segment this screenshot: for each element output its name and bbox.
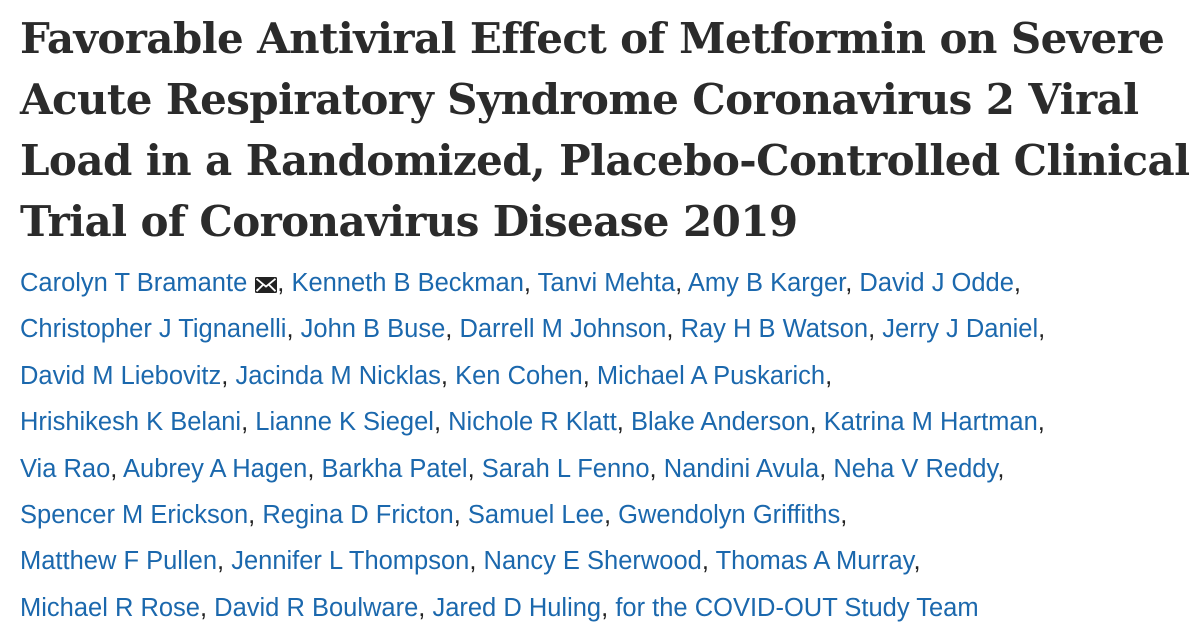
author-separator: , (307, 454, 315, 483)
author-link[interactable]: Hrishikesh K Belani (20, 408, 242, 437)
author-separator: , (1038, 315, 1046, 344)
author-line: Via Rao, Aubrey A Hagen, Barkha Patel, S… (20, 446, 1190, 492)
author-separator: , (868, 315, 876, 344)
author-link[interactable]: Samuel Lee (467, 501, 604, 530)
author-line: Matthew F Pullen, Jennifer L Thompson, N… (20, 538, 1190, 584)
author-link[interactable]: Kenneth B Beckman (291, 269, 524, 297)
author-link[interactable]: Ken Cohen (455, 361, 583, 390)
author-link[interactable]: Blake Anderson (630, 408, 810, 437)
author-separator: , (199, 593, 208, 622)
author-separator: , (582, 361, 590, 390)
author-link[interactable]: Thomas A Murray (715, 547, 914, 576)
author-separator: , (469, 547, 477, 576)
author-link[interactable]: Michael A Puskarich (596, 361, 826, 390)
author-link[interactable]: David M Liebovitz (20, 361, 222, 390)
author-separator: , (286, 315, 294, 344)
author-link[interactable]: Matthew F Pullen (20, 547, 218, 576)
author-separator: , (809, 408, 817, 437)
author-link[interactable]: David R Boulware (214, 593, 419, 622)
author-link[interactable]: Neha V Reddy (833, 454, 998, 483)
author-line: David M Liebovitz, Jacinda M Nicklas, Ke… (20, 353, 1190, 399)
author-link[interactable]: Regina D Fricton (262, 501, 454, 530)
author-line: Michael R Rose, David R Boulware, Jared … (20, 585, 1190, 631)
author-separator: , (1013, 269, 1022, 297)
author-link[interactable]: Carolyn T Bramante (20, 269, 248, 297)
author-link[interactable]: Jerry J Daniel (882, 315, 1039, 344)
author-separator: , (675, 269, 683, 297)
author-link[interactable]: Via Rao (20, 454, 111, 483)
author-link[interactable]: Jacinda M Nicklas (235, 361, 441, 390)
author-link[interactable]: Katrina M Hartman (823, 408, 1038, 437)
author-separator: , (616, 408, 624, 437)
author-separator: , (523, 269, 532, 297)
author-separator: , (241, 408, 249, 437)
author-separator: , (819, 454, 827, 483)
author-link[interactable]: Nancy E Sherwood (483, 547, 702, 576)
author-link[interactable]: Aubrey A Hagen (123, 454, 308, 483)
author-link[interactable]: Barkha Patel (321, 454, 468, 483)
author-separator: , (1037, 408, 1045, 437)
author-separator: , (445, 315, 453, 344)
author-link[interactable]: Michael R Rose (20, 593, 200, 622)
author-separator: , (701, 547, 709, 576)
author-list: Carolyn T Bramante, Kenneth B Beckman, T… (20, 260, 1190, 631)
author-link[interactable]: John B Buse (300, 315, 446, 344)
author-separator: , (467, 454, 475, 483)
author-separator: , (840, 501, 848, 530)
author-link[interactable]: Jennifer L Thompson (231, 547, 470, 576)
author-separator: , (601, 593, 609, 622)
author-separator: , (217, 547, 225, 576)
author-separator: , (418, 593, 426, 622)
title-line: Favorable Antiviral Effect of Metformin … (20, 14, 1165, 63)
author-link[interactable]: Sarah L Fenno (481, 454, 650, 483)
title-line: Trial of Coronavirus Disease 2019 (20, 197, 798, 246)
author-separator: , (248, 501, 256, 530)
author-link[interactable]: for the COVID-OUT Study Team (615, 593, 979, 622)
author-link[interactable]: Nandini Avula (663, 454, 820, 483)
author-link[interactable]: Lianne K Siegel (255, 408, 434, 437)
author-line: Carolyn T Bramante, Kenneth B Beckman, T… (20, 260, 1190, 306)
author-separator: , (453, 501, 461, 530)
article-title: Favorable Antiviral Effect of Metformin … (20, 8, 1190, 252)
author-separator: , (649, 454, 657, 483)
author-separator: , (221, 361, 229, 390)
author-separator: , (997, 454, 1005, 483)
author-separator: , (913, 547, 921, 576)
author-link[interactable]: Nichole R Klatt (448, 408, 617, 437)
author-line: Spencer M Erickson, Regina D Fricton, Sa… (20, 492, 1190, 538)
author-link[interactable]: Amy B Karger (687, 269, 846, 297)
author-line: Christopher J Tignanelli, John B Buse, D… (20, 306, 1190, 352)
title-line: Load in a Randomized, Placebo-Controlled… (20, 136, 1190, 185)
author-link[interactable]: Darrell M Johnson (459, 315, 667, 344)
author-separator: , (825, 361, 833, 390)
author-separator: , (440, 361, 449, 390)
envelope-icon[interactable] (255, 277, 278, 293)
author-link[interactable]: Jared D Huling (432, 593, 602, 622)
author-separator: , (845, 269, 853, 297)
author-separator: , (433, 408, 442, 437)
author-link[interactable]: David J Odde (859, 269, 1014, 297)
author-link[interactable]: Ray H B Watson (680, 315, 869, 344)
author-link[interactable]: Tanvi Mehta (537, 269, 676, 297)
author-link[interactable]: Spencer M Erickson (20, 501, 249, 530)
author-link[interactable]: Gwendolyn Griffiths (618, 501, 841, 530)
title-line: Acute Respiratory Syndrome Coronavirus 2… (20, 75, 1139, 124)
author-separator: , (110, 454, 118, 483)
author-separator: , (277, 269, 285, 297)
author-line: Hrishikesh K Belani, Lianne K Siegel, Ni… (20, 399, 1190, 445)
author-link[interactable]: Christopher J Tignanelli (20, 315, 287, 344)
author-separator: , (666, 315, 674, 344)
author-separator: , (603, 501, 612, 530)
article-header: Favorable Antiviral Effect of Metformin … (20, 8, 1190, 631)
